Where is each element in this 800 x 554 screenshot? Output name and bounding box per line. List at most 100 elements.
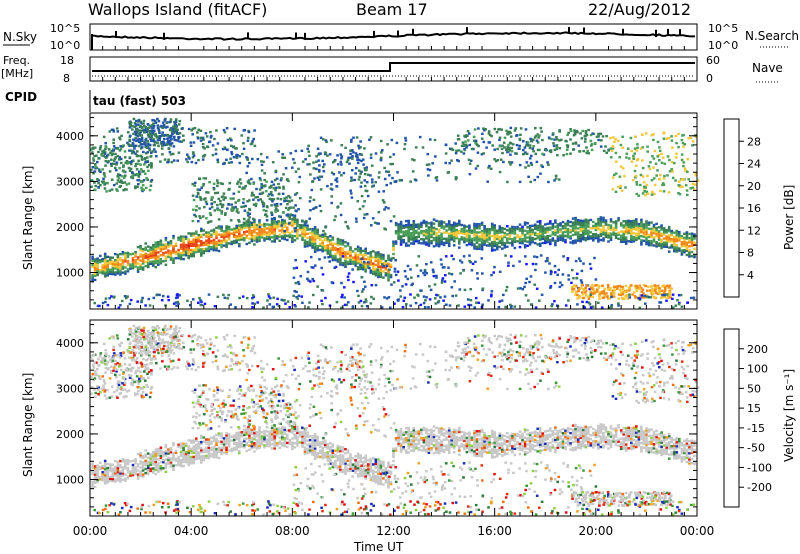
power-cell xyxy=(587,219,590,222)
power-cell xyxy=(533,241,537,245)
power-cell xyxy=(465,243,469,247)
velocity-cell xyxy=(205,448,208,451)
power-cell xyxy=(360,181,363,184)
power-cell xyxy=(508,229,512,232)
power-cell xyxy=(169,254,173,257)
power-cell xyxy=(554,177,558,180)
power-cell xyxy=(338,258,342,261)
power-cell xyxy=(187,254,190,258)
power-cell xyxy=(192,240,195,243)
power-cell xyxy=(364,257,367,261)
power-cell xyxy=(229,144,233,148)
power-cell xyxy=(192,238,195,241)
power-cell xyxy=(404,139,408,142)
power-cell xyxy=(361,158,365,161)
power-cell xyxy=(470,147,474,151)
power-cell xyxy=(584,218,588,221)
power-cell xyxy=(164,259,168,262)
power-cell xyxy=(260,223,264,227)
power-cell xyxy=(114,267,117,270)
power-cell xyxy=(642,229,646,232)
power-cell xyxy=(191,133,194,136)
power-cell xyxy=(152,252,155,255)
power-cell xyxy=(643,190,646,193)
power-cell xyxy=(144,138,147,142)
power-cell xyxy=(246,165,250,168)
power-cell xyxy=(485,230,489,233)
velocity-cell xyxy=(114,472,117,475)
velocity-cell xyxy=(121,460,125,463)
power-cell xyxy=(663,174,666,178)
power-cell xyxy=(498,245,502,249)
power-cell xyxy=(192,232,195,235)
power-cell xyxy=(570,281,573,284)
nsky-tick-high: 10^5 xyxy=(50,22,80,35)
power-cell xyxy=(238,226,241,229)
power-cell xyxy=(227,234,231,237)
power-cell xyxy=(235,239,238,242)
power-cell xyxy=(508,227,512,230)
power-cell xyxy=(399,220,403,224)
power-cell xyxy=(312,207,315,211)
power-cell xyxy=(473,230,476,234)
velocity-cell xyxy=(200,436,203,440)
power-cell xyxy=(360,194,364,198)
power-cell xyxy=(657,242,661,245)
velocity-cell xyxy=(126,462,130,466)
power-cell xyxy=(105,181,108,185)
power-cell xyxy=(141,256,145,259)
power-cell xyxy=(624,219,628,223)
power-cell xyxy=(592,226,595,230)
power-cell xyxy=(334,215,337,218)
power-cell xyxy=(198,188,202,191)
power-cell xyxy=(197,248,201,251)
power-cell xyxy=(506,233,509,236)
power-cell xyxy=(135,154,139,157)
power-cell xyxy=(546,222,550,225)
power-cell xyxy=(530,154,533,158)
velocity-cell xyxy=(205,446,208,449)
power-cell xyxy=(134,255,137,258)
power-cell xyxy=(349,149,352,152)
velocity-cell xyxy=(197,457,201,460)
power-cell xyxy=(425,235,428,238)
velocity-cell xyxy=(96,470,99,473)
power-cell xyxy=(123,150,127,153)
power-cell xyxy=(263,224,266,228)
power-cell xyxy=(468,242,471,246)
power-cell xyxy=(117,158,121,161)
power-cell xyxy=(460,236,464,239)
power-cell xyxy=(159,262,163,265)
velocity-cell xyxy=(187,453,190,456)
power-cell xyxy=(154,266,158,269)
power-cell xyxy=(234,205,237,209)
power-cell xyxy=(427,163,431,166)
power-cell xyxy=(662,229,666,232)
power-cell xyxy=(205,239,208,242)
power-cell xyxy=(480,231,484,235)
power-cell xyxy=(412,226,416,229)
power-cell xyxy=(301,232,304,235)
power-cell xyxy=(687,178,690,181)
power-cell xyxy=(660,228,663,231)
velocity-cell xyxy=(192,459,195,463)
power-cell xyxy=(513,228,517,231)
power-cell xyxy=(551,303,554,306)
power-cell xyxy=(125,183,129,186)
power-cell xyxy=(599,224,603,227)
power-cell xyxy=(409,223,413,227)
power-cell xyxy=(214,148,218,151)
power-cell xyxy=(536,224,539,228)
power-cell xyxy=(661,182,665,185)
power-cell xyxy=(308,238,312,241)
power-cell xyxy=(172,125,175,128)
power-cell xyxy=(361,266,365,269)
power-cell xyxy=(529,161,533,165)
power-cell xyxy=(140,186,143,189)
power-cell xyxy=(627,225,630,229)
power-cell xyxy=(91,259,94,262)
power-cell xyxy=(96,273,99,277)
velocity-cell xyxy=(119,470,122,473)
power-cell xyxy=(119,147,123,151)
power-cell xyxy=(579,237,582,241)
